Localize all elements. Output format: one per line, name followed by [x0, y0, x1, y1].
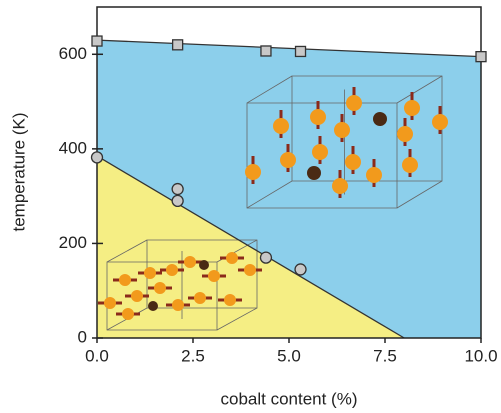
dopant	[199, 260, 209, 270]
atom	[122, 308, 134, 320]
atom	[402, 157, 418, 173]
chart: 0 200 400 600 0.0 2.5 5.0 7.5 10.0 cobalt conten…	[0, 0, 501, 413]
atom	[346, 95, 362, 111]
x-axis-label: cobalt content (%)	[220, 389, 357, 408]
data-point	[295, 264, 306, 275]
atom	[244, 264, 256, 276]
y-axis-label: temperature (K)	[9, 112, 28, 231]
atom	[119, 274, 131, 286]
atom	[245, 164, 261, 180]
data-point	[476, 52, 486, 62]
atom	[104, 297, 116, 309]
dopant	[148, 301, 158, 311]
atom	[166, 264, 178, 276]
atom	[131, 290, 143, 302]
atom	[226, 252, 238, 264]
atom	[194, 292, 206, 304]
atom	[332, 178, 348, 194]
y-tick-label: 600	[59, 44, 87, 63]
data-point	[260, 252, 271, 263]
dopant	[373, 112, 387, 126]
data-point	[172, 184, 183, 195]
data-point	[92, 152, 103, 163]
dopant	[307, 166, 321, 180]
atom	[404, 100, 420, 116]
atom	[154, 282, 166, 294]
atom	[273, 118, 289, 134]
data-point	[261, 46, 271, 56]
atom	[397, 126, 413, 142]
y-tick-label: 400	[59, 138, 87, 157]
data-point	[92, 36, 102, 46]
atom	[184, 256, 196, 268]
data-point	[173, 40, 183, 50]
data-point	[296, 46, 306, 56]
x-tick-label: 5.0	[277, 346, 301, 365]
y-tick-label: 0	[78, 327, 87, 346]
atom	[432, 114, 448, 130]
atom	[280, 152, 296, 168]
atom	[224, 294, 236, 306]
atom	[144, 267, 156, 279]
data-point	[172, 195, 183, 206]
x-tick-label: 7.5	[373, 346, 397, 365]
regions	[97, 40, 481, 338]
atom	[366, 167, 382, 183]
atom	[208, 270, 220, 282]
x-tick-label: 0.0	[85, 346, 109, 365]
x-tick-label: 2.5	[181, 346, 205, 365]
atom	[310, 109, 326, 125]
atom	[172, 299, 184, 311]
x-tick-label: 10.0	[464, 346, 497, 365]
atom	[312, 144, 328, 160]
atom	[345, 154, 361, 170]
y-tick-label: 200	[59, 233, 87, 252]
atom	[334, 122, 350, 138]
